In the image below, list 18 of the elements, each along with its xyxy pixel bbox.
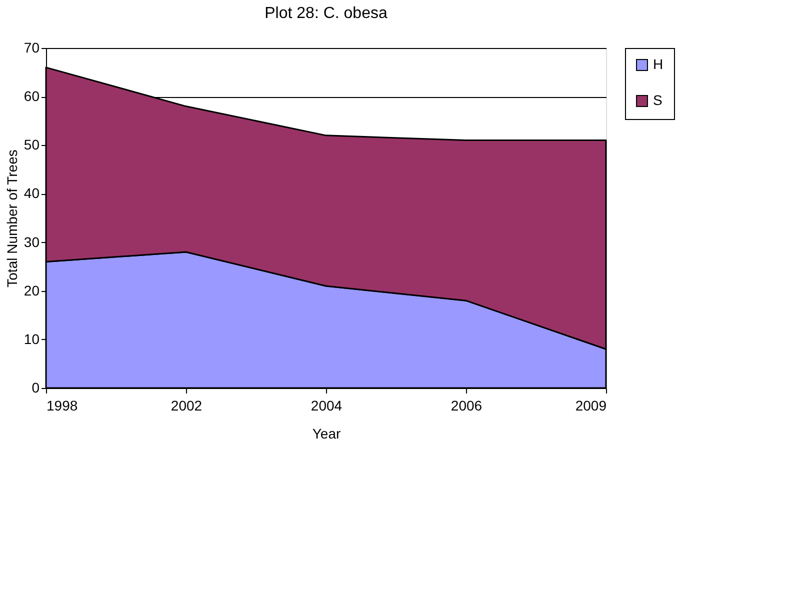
y-tick-label: 30 — [24, 234, 40, 250]
chart-title: Plot 28: C. obesa — [264, 5, 388, 22]
x-tick-label: 2004 — [310, 398, 342, 414]
y-tick-label: 20 — [24, 282, 40, 298]
y-tick-label: 70 — [24, 40, 40, 56]
y-axis-title: Total Number of Trees — [4, 150, 20, 288]
x-tick-label: 2002 — [170, 398, 202, 414]
legend-label: S — [653, 92, 662, 108]
legend-label: H — [653, 56, 664, 72]
x-axis-title: Year — [312, 426, 341, 442]
y-tick-label: 0 — [32, 380, 40, 396]
y-tick-label: 60 — [24, 88, 40, 104]
y-tick-label: 40 — [24, 185, 40, 202]
x-tick-label: 2009 — [575, 398, 607, 414]
y-tick-label: 50 — [24, 136, 40, 153]
x-tick-label: 2006 — [450, 398, 482, 414]
y-tick-label: 10 — [24, 330, 40, 347]
x-tick-label: 1998 — [46, 398, 78, 414]
